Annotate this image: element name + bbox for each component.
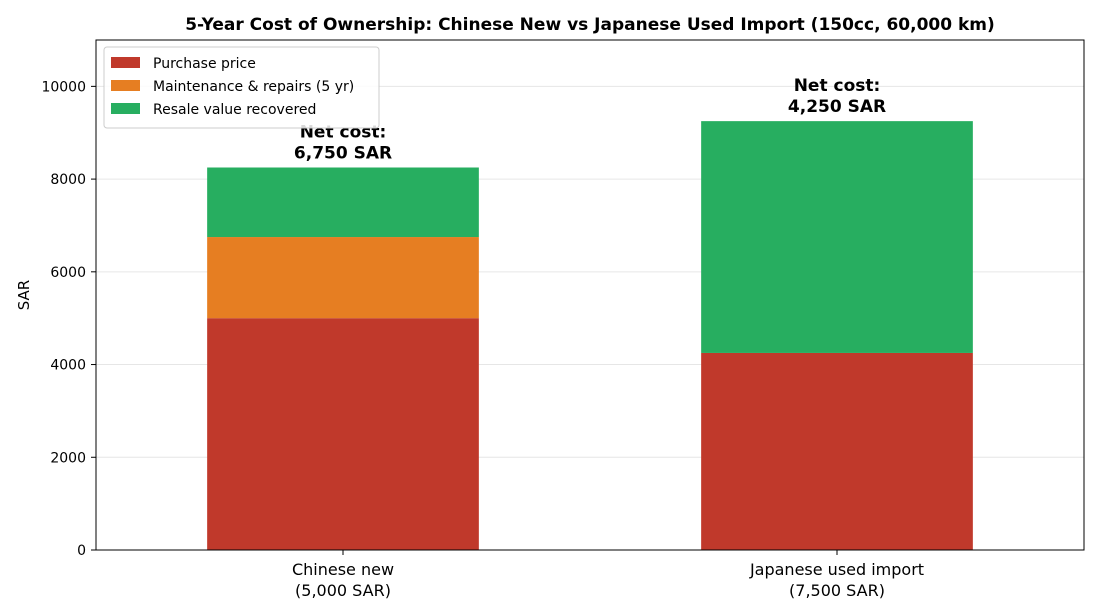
legend: Purchase price Maintenance & repairs (5 y… — [103, 46, 380, 129]
x-tick-label: (7,500 SAR) — [789, 581, 885, 600]
legend-swatch — [111, 103, 140, 114]
y-tick-label: 10000 — [41, 79, 86, 95]
y-axis: 0 2000 4000 6000 8000 10000 — [41, 79, 96, 559]
bar-segment — [207, 167, 479, 238]
net-cost-label: 4,250 SAR — [788, 97, 886, 117]
x-axis: Chinese new (5,000 SAR) Japanese used impo… — [292, 550, 924, 600]
bars — [207, 121, 973, 550]
x-tick-label: Chinese new — [292, 560, 394, 579]
legend-box — [103, 46, 380, 129]
y-tick-label: 0 — [77, 543, 86, 559]
y-axis-label: SAR — [15, 280, 33, 310]
y-tick-label: 2000 — [50, 450, 86, 466]
chart-title: 5-Year Cost of Ownership: Chinese New vs… — [185, 15, 995, 35]
legend-label: Purchase price — [153, 56, 256, 72]
legend-swatch — [111, 80, 140, 91]
legend-label: Resale value recovered — [153, 102, 316, 118]
y-tick-label: 4000 — [50, 358, 86, 374]
bar-segment — [207, 237, 479, 319]
net-cost-label: 6,750 SAR — [294, 144, 392, 164]
x-tick-label: Japanese used import — [749, 560, 924, 579]
bar-segment — [701, 352, 973, 550]
bar-segment — [701, 121, 973, 353]
legend-label: Maintenance & repairs (5 yr) — [153, 79, 354, 95]
net-cost-label: Net cost: — [794, 76, 881, 96]
x-tick-label: (5,000 SAR) — [295, 581, 391, 600]
plot-area-frame — [95, 39, 1085, 551]
legend-swatch — [111, 57, 140, 68]
y-tick-label: 8000 — [50, 172, 86, 188]
y-tick-label: 6000 — [50, 265, 86, 281]
bar-segment — [207, 318, 479, 550]
